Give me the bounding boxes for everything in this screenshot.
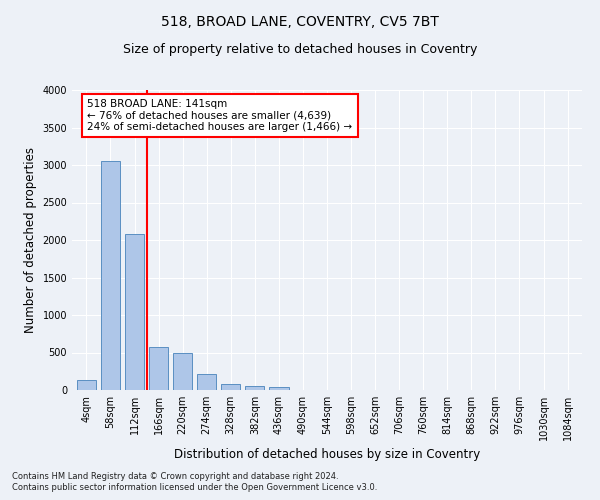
Text: Size of property relative to detached houses in Coventry: Size of property relative to detached ho…	[123, 42, 477, 56]
Bar	[101, 160, 120, 390]
Bar	[125, 234, 144, 390]
Text: Contains public sector information licensed under the Open Government Licence v3: Contains public sector information licen…	[12, 484, 377, 492]
Bar	[221, 384, 241, 390]
Bar	[245, 386, 265, 390]
Text: 518 BROAD LANE: 141sqm
← 76% of detached houses are smaller (4,639)
24% of semi-: 518 BROAD LANE: 141sqm ← 76% of detached…	[88, 99, 352, 132]
Bar	[269, 387, 289, 390]
Bar	[149, 347, 168, 390]
X-axis label: Distribution of detached houses by size in Coventry: Distribution of detached houses by size …	[174, 448, 480, 462]
Bar	[197, 374, 217, 390]
Text: Contains HM Land Registry data © Crown copyright and database right 2024.: Contains HM Land Registry data © Crown c…	[12, 472, 338, 481]
Y-axis label: Number of detached properties: Number of detached properties	[24, 147, 37, 333]
Text: 518, BROAD LANE, COVENTRY, CV5 7BT: 518, BROAD LANE, COVENTRY, CV5 7BT	[161, 15, 439, 29]
Bar	[77, 380, 96, 390]
Bar	[173, 352, 192, 390]
